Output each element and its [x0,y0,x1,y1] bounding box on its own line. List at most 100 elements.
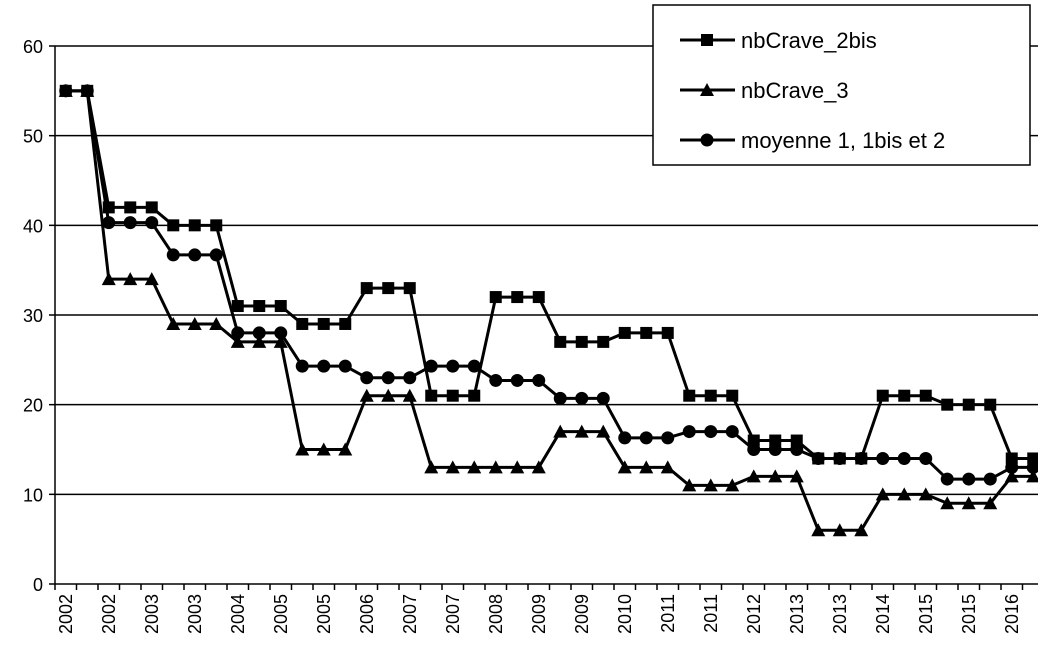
marker [102,216,116,230]
marker [144,272,159,286]
marker [531,460,546,474]
marker [701,34,713,46]
marker [596,391,610,405]
marker [532,373,546,387]
marker [554,335,567,348]
marker [639,431,653,445]
series [59,84,1038,486]
marker [962,398,975,411]
marker [510,373,524,387]
marker [898,389,911,402]
marker [253,300,266,313]
marker [940,472,954,486]
marker [488,460,503,474]
marker [790,434,803,447]
marker [941,398,954,411]
marker [403,282,416,295]
x-tick-label: 2014 [873,594,893,634]
marker [700,133,714,147]
x-tick-label: 2011 [658,594,678,633]
x-tick-label: 2003 [185,594,205,634]
marker [789,469,804,483]
marker [683,389,696,402]
marker [252,334,267,348]
marker [854,451,868,465]
marker [876,389,889,402]
marker [940,496,955,510]
x-tick-label: 2002 [99,594,119,634]
marker [574,424,589,438]
x-tick-label: 2013 [830,594,850,634]
marker [317,359,331,373]
marker [575,391,589,405]
marker [489,291,502,304]
marker [59,84,73,98]
marker [726,389,739,402]
marker [339,317,352,330]
marker [618,326,631,339]
x-tick-label: 2006 [357,594,377,634]
x-tick-label: 2009 [529,594,549,634]
x-tick-label: 2015 [916,594,936,634]
y-tick-label: 20 [23,396,43,416]
marker [424,359,438,373]
marker [725,425,739,439]
marker [360,371,374,385]
marker [661,326,674,339]
marker [166,248,180,262]
marker [769,434,782,447]
marker [101,272,116,286]
marker [467,460,482,474]
marker [661,431,675,445]
marker [1027,452,1038,465]
y-tick-label: 50 [23,127,43,147]
marker [532,291,545,304]
marker [209,248,223,262]
y-tick-label: 30 [23,306,43,326]
y-tick-label: 0 [33,575,43,595]
marker [854,523,869,537]
line [65,89,1034,481]
marker [918,487,933,501]
marker [983,472,997,486]
legend [652,4,1031,166]
marker [961,496,976,510]
marker [639,460,654,474]
marker [1005,460,1019,474]
marker [188,219,201,232]
marker [424,460,439,474]
marker [167,219,180,232]
y-tick-label: 40 [23,216,43,236]
marker [875,487,890,501]
marker [1026,469,1038,483]
y-tick-label: 10 [23,485,43,505]
marker [597,335,610,348]
marker [468,389,481,402]
x-tick-label: 2013 [787,594,807,634]
marker [897,451,911,465]
marker [704,425,718,439]
marker [768,443,782,456]
marker [919,389,932,402]
marker [897,487,912,501]
x-tick-label: 2011 [701,594,721,633]
marker [489,373,503,387]
line [65,89,1034,532]
marker [231,300,244,313]
x-tick-label: 2009 [572,594,592,634]
legend-label: nbCrave_2bis [741,28,877,53]
marker [210,219,223,232]
x-tick-label: 2015 [959,594,979,634]
marker [359,388,374,402]
marker [274,326,288,340]
line [65,89,1034,460]
marker [467,359,481,373]
marker [295,359,309,373]
marker [124,201,137,214]
marker [682,425,696,439]
marker [381,388,396,402]
legend-label: moyenne 1, 1bis et 2 [741,128,945,153]
marker [295,442,310,456]
marker [682,478,697,492]
x-tick-label: 2005 [271,594,291,634]
